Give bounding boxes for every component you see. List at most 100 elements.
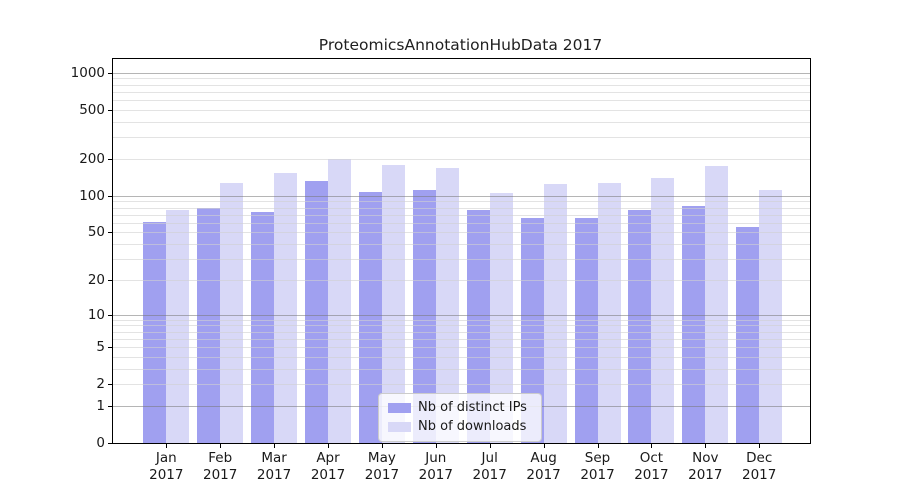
- y-tick: [108, 232, 112, 234]
- legend-label-distinct-ips: Nb of distinct IPs: [418, 400, 527, 415]
- x-tick: [705, 444, 707, 448]
- gridline-major-100: [113, 195, 810, 197]
- y-tick: [108, 109, 112, 111]
- gridline-minor-8: [113, 325, 810, 327]
- gridline-minor-5: [113, 347, 810, 348]
- plot-area: [112, 58, 811, 444]
- x-tick-label-sep: Sep 2017: [580, 450, 615, 483]
- y-tick: [108, 314, 112, 316]
- y-tick-label: 1000: [70, 64, 105, 81]
- x-tick: [435, 444, 437, 448]
- bar-downloads-dec: [759, 190, 783, 443]
- bar-downloads-aug: [543, 184, 567, 443]
- y-tick-label: 1: [96, 397, 105, 414]
- gridline-minor-50: [113, 232, 810, 234]
- y-tick: [108, 279, 112, 281]
- gridline-minor-300: [113, 137, 810, 139]
- x-tick: [274, 444, 276, 448]
- y-tick-label: 100: [79, 187, 105, 204]
- x-tick: [381, 444, 383, 448]
- gridline-minor-500: [113, 109, 810, 111]
- x-tick-label-nov: Nov 2017: [688, 450, 723, 483]
- y-tick-label: 20: [87, 271, 105, 288]
- gridline-minor-70: [113, 214, 810, 216]
- bar-downloads-jun: [435, 168, 459, 443]
- x-tick-label-jun: Jun 2017: [418, 450, 453, 483]
- gridline-minor-90: [113, 201, 810, 203]
- bar-distinct-ips-nov: [682, 205, 706, 443]
- bar-distinct-ips-oct: [628, 210, 652, 443]
- bar-downloads-may: [381, 165, 405, 443]
- x-tick: [543, 444, 545, 448]
- x-tick-label-jan: Jan 2017: [149, 450, 184, 483]
- gridline-major-10: [113, 314, 810, 316]
- x-tick: [328, 444, 329, 448]
- gridline-minor-2: [113, 384, 810, 386]
- gridline-minor-20: [113, 279, 810, 281]
- y-tick: [108, 347, 112, 348]
- y-tick: [108, 384, 112, 386]
- gridline-minor-900: [113, 78, 810, 80]
- x-tick-label-jul: Jul 2017: [472, 450, 507, 483]
- bar-downloads-oct: [651, 177, 675, 443]
- y-tick-label: 500: [79, 101, 105, 118]
- bar-distinct-ips-dec: [736, 227, 760, 443]
- y-tick-label: 2: [96, 376, 105, 393]
- gridline-minor-40: [113, 244, 810, 245]
- x-tick-label-aug: Aug 2017: [526, 450, 561, 483]
- gridline-minor-200: [113, 158, 810, 160]
- x-tick-label-oct: Oct 2017: [634, 450, 669, 483]
- gridline-minor-7: [113, 331, 810, 333]
- y-tick: [108, 72, 112, 74]
- gridline-minor-800: [113, 84, 810, 86]
- gridline-major-1000: [113, 72, 810, 74]
- x-tick: [220, 444, 222, 448]
- bar-downloads-sep: [597, 183, 621, 443]
- x-tick-label-feb: Feb 2017: [203, 450, 238, 483]
- y-tick-label: 50: [87, 224, 105, 241]
- bar-downloads-mar: [274, 173, 298, 443]
- x-tick: [166, 444, 168, 448]
- x-tick-label-apr: Apr 2017: [310, 450, 346, 483]
- legend-swatch-distinct-ips: [388, 402, 411, 413]
- gridline-minor-4: [113, 356, 810, 358]
- bar-downloads-feb: [220, 183, 244, 443]
- x-tick: [651, 444, 653, 448]
- gridline-minor-6: [113, 338, 810, 340]
- y-tick: [108, 158, 112, 160]
- y-tick-label: 0: [96, 435, 105, 451]
- bar-distinct-ips-sep: [574, 217, 598, 443]
- bar-distinct-ips-aug: [520, 217, 544, 443]
- y-tick: [108, 195, 112, 197]
- gridline-minor-30: [113, 258, 810, 260]
- x-tick: [489, 444, 491, 448]
- y-tick: [108, 405, 112, 407]
- x-tick-label-dec: Dec 2017: [742, 450, 777, 483]
- legend: Nb of distinct IPs Nb of downloads: [378, 393, 542, 442]
- y-tick: [108, 443, 112, 444]
- x-tick-label-may: May 2017: [364, 450, 400, 483]
- bar-distinct-ips-jun: [412, 190, 436, 443]
- legend-item-distinct-ips: Nb of distinct IPs: [388, 398, 527, 417]
- bar-distinct-ips-apr: [305, 181, 328, 443]
- x-tick: [597, 444, 599, 448]
- gridline-minor-700: [113, 91, 810, 93]
- chart-title: ProteomicsAnnotationHubData 2017: [318, 36, 603, 54]
- y-tick-label: 5: [96, 339, 105, 355]
- x-tick-label-mar: Mar 2017: [256, 450, 292, 483]
- gridline-minor-3: [113, 368, 810, 370]
- gridline-minor-60: [113, 222, 810, 224]
- bar-distinct-ips-may: [358, 192, 382, 443]
- gridline-minor-600: [113, 100, 810, 101]
- bar-downloads-jan: [166, 210, 190, 443]
- gridline-minor-400: [113, 121, 810, 123]
- y-tick-label: 10: [87, 306, 105, 323]
- bar-downloads-nov: [705, 165, 729, 443]
- legend-item-downloads: Nb of downloads: [388, 417, 527, 436]
- y-tick-label: 200: [79, 150, 105, 167]
- bar-distinct-ips-mar: [251, 211, 275, 443]
- x-tick: [759, 444, 761, 448]
- bar-downloads-jul: [489, 192, 513, 443]
- gridline-minor-9: [113, 319, 810, 321]
